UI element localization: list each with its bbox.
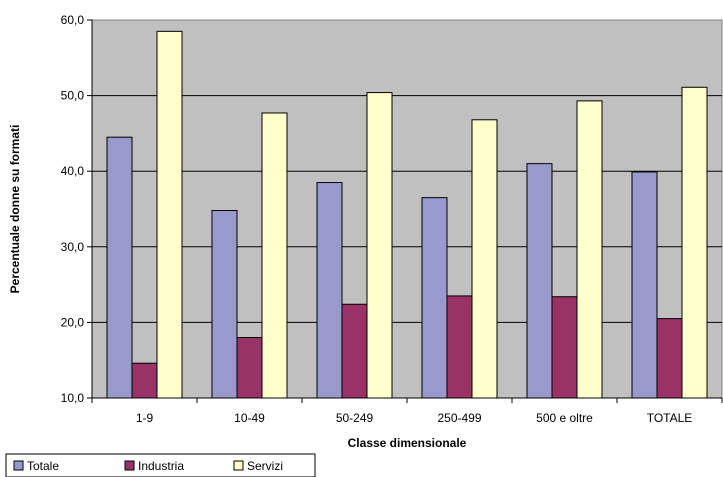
legend-label-industria: Industria [138, 459, 184, 473]
x-tick-label: TOTALE [647, 411, 693, 425]
bar-servizi-500-e-oltre [576, 100, 603, 399]
y-axis-title: Percentuale donne su formati [8, 125, 22, 294]
legend-label-servizi: Servizi [247, 459, 283, 473]
gridlines [92, 95, 722, 323]
y-tick-label: 60,0 [61, 13, 85, 27]
x-tick-label: 500 e oltre [536, 411, 593, 425]
bar-totale-50-249 [316, 182, 343, 399]
bar-totale-10-49 [211, 210, 238, 399]
y-tick-labels: 10,0 20,0 30,0 40,0 50,0 60,0 [61, 13, 85, 405]
x-tick-label: 250-499 [437, 411, 481, 425]
y-tick-label: 30,0 [61, 240, 85, 254]
bar-industria-500-e-oltre [551, 296, 578, 399]
bar-industria-1-9 [131, 362, 158, 399]
y-tick-label: 20,0 [61, 315, 85, 329]
plot-area [91, 19, 723, 399]
legend-swatch-totale [13, 460, 24, 471]
legend-swatch-industria [124, 460, 135, 471]
legend: Totale Industria Servizi [5, 453, 316, 477]
bar-servizi-totale [681, 86, 708, 399]
bar-servizi-10-49 [261, 112, 288, 399]
bar-industria-50-249 [341, 303, 368, 399]
x-axis-title: Classe dimensionale [348, 436, 467, 450]
bar-totale-250-499 [421, 197, 448, 399]
axes [87, 19, 723, 403]
bar-servizi-50-249 [366, 92, 393, 399]
bar-servizi-1-9 [156, 30, 183, 399]
x-tick-label: 50-249 [336, 411, 374, 425]
bar-industria-totale [656, 318, 683, 399]
bar-totale-500-e-oltre [526, 163, 553, 399]
bars [106, 30, 708, 399]
bar-servizi-250-499 [471, 119, 498, 399]
legend-box [5, 453, 316, 477]
bar-totale-1-9 [106, 136, 133, 399]
y-tick-label: 50,0 [61, 89, 85, 103]
x-tick-label: 1-9 [136, 411, 154, 425]
legend-swatch-servizi [233, 460, 244, 471]
y-tick-label: 40,0 [61, 164, 85, 178]
bar-totale-totale [631, 171, 658, 399]
y-tick-label: 10,0 [61, 391, 85, 405]
bar-industria-10-49 [236, 337, 263, 399]
bar-industria-250-499 [446, 295, 473, 399]
x-tick-label: 10-49 [234, 411, 265, 425]
x-tick-labels: 1-9 10-49 50-249 250-499 500 e oltre TOTALE [136, 411, 692, 425]
legend-label-totale: Totale [27, 459, 59, 473]
